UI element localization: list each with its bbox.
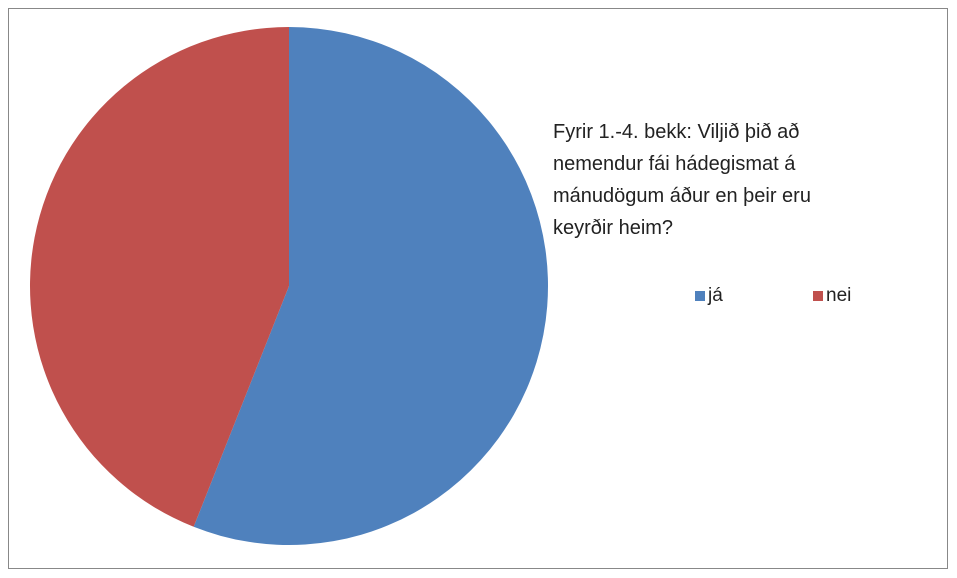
chart-title: Fyrir 1.-4. bekk: Viljið þið að nemendur… <box>553 121 811 239</box>
legend-swatch <box>813 291 823 301</box>
legend-label: já <box>707 285 723 306</box>
legend-label: nei <box>826 285 851 306</box>
pie-slice <box>29 27 289 527</box>
legend-swatch <box>695 291 705 301</box>
pie-slice <box>193 27 548 545</box>
